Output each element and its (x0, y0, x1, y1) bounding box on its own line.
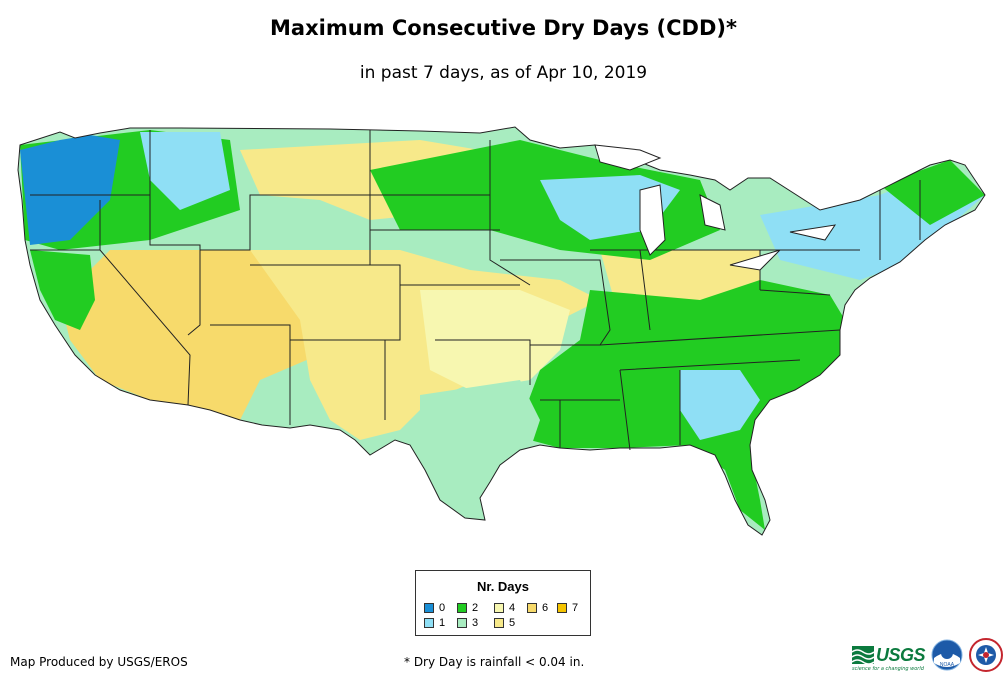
map-title: Maximum Consecutive Dry Days (CDD)* (270, 16, 737, 40)
region-georgia-1-day (680, 370, 760, 440)
noaa-logo: NOAA (931, 639, 963, 671)
legend-label: 3 (472, 617, 479, 629)
usgs-wave-icon (851, 646, 874, 664)
legend-item-1: 1 (424, 617, 445, 629)
legend-item-4: 4 (494, 602, 515, 614)
region-idaho-1-day (140, 132, 230, 210)
border-missouri (500, 259, 611, 346)
legend-swatch (424, 603, 434, 613)
lake-superior (594, 144, 662, 171)
legend-item-5: 5 (494, 617, 515, 629)
usgs-wordmark: USGS (875, 644, 926, 665)
legend-swatch (457, 603, 467, 613)
legend-label: 5 (509, 617, 516, 629)
legend-swatch (424, 618, 434, 628)
border-colorado (250, 264, 401, 341)
region-california-2-days (30, 250, 95, 330)
legend-swatch (527, 603, 537, 613)
dry-day-footnote: * Dry Day is rainfall < 0.04 in. (404, 655, 585, 669)
agency-logos: USGS science for a changing world NOAA (851, 638, 1003, 672)
legend-item-7: 7 (557, 602, 578, 614)
usgs-tagline: science for a changing world (851, 665, 924, 672)
border-nv-ut (187, 250, 201, 336)
legend-item-3: 3 (457, 617, 478, 629)
border-new-england (879, 180, 921, 260)
legend-swatch (494, 618, 504, 628)
map-subtitle: in past 7 days, as of Apr 10, 2019 (359, 63, 648, 83)
border-louisiana (540, 399, 620, 448)
lake-huron (699, 194, 726, 231)
map-credit: Map Produced by USGS/EROS (10, 655, 188, 669)
legend-label: 6 (542, 602, 549, 614)
weather-service-logo (969, 638, 1003, 672)
border-wy-mt (200, 194, 370, 251)
legend-title: Nr. Days (476, 579, 530, 594)
usgs-logo: USGS science for a changing world (851, 644, 926, 672)
map-fill-regions (18, 127, 985, 535)
legend-box: Nr. Days 0 1 2 3 4 5 6 7 (415, 570, 591, 636)
region-texas-3-days (420, 380, 540, 510)
legend-item-0: 0 (424, 602, 445, 614)
legend-swatch (457, 618, 467, 628)
legend-swatch (494, 603, 504, 613)
legend-label: 0 (439, 602, 446, 614)
legend-label: 4 (509, 602, 516, 614)
lake-ontario (789, 224, 837, 241)
legend-label: 7 (572, 602, 579, 614)
border-dakotas (370, 194, 500, 231)
border-ca-nv (99, 249, 191, 406)
legend-item-6: 6 (527, 602, 548, 614)
great-lakes (594, 144, 837, 271)
border-minnesota-iowa (489, 140, 531, 286)
lake-erie (729, 249, 781, 271)
legend-swatch (557, 603, 567, 613)
border-kansas-oklahoma (400, 284, 531, 385)
border-idaho (149, 130, 201, 250)
noaa-wordmark: NOAA (940, 662, 955, 668)
border-pennsylvania (759, 249, 860, 296)
lake-michigan (639, 184, 666, 256)
legend-label: 1 (439, 617, 446, 629)
legend-item-2: 2 (457, 602, 478, 614)
border-tn-southeast (599, 329, 841, 451)
legend-label: 2 (472, 602, 479, 614)
region-pacific-nw-0-days (20, 135, 120, 245)
border-new-mexico (289, 340, 386, 425)
